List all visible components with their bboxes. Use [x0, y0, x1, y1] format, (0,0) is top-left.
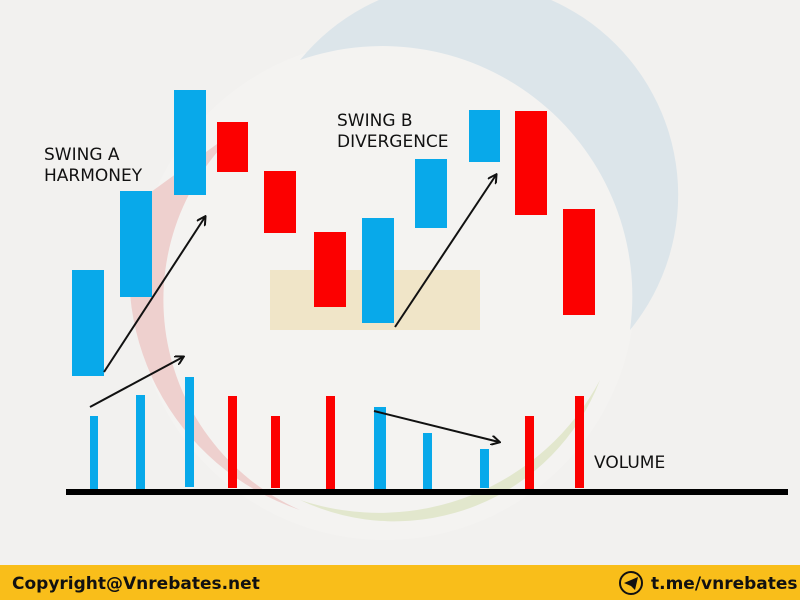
volume-bar — [525, 416, 534, 490]
candle — [217, 122, 248, 172]
arrow — [89, 357, 183, 408]
volume-bar — [136, 395, 145, 490]
volume-bar — [326, 396, 335, 490]
candle — [264, 171, 296, 233]
candle — [362, 218, 394, 323]
candle — [515, 111, 547, 215]
volume-bar — [480, 449, 489, 488]
volume-label: VOLUME — [594, 453, 665, 473]
swing-a-label: SWING A — [44, 145, 120, 165]
swing-b-label: DIVERGENCE — [337, 132, 449, 152]
volume-bar — [423, 433, 432, 490]
volume-bar — [271, 416, 280, 488]
candle — [120, 191, 152, 297]
swing-b-label: SWING B — [337, 111, 413, 131]
volume-bar — [374, 407, 386, 490]
footer — [0, 565, 800, 600]
volume-bar — [575, 396, 584, 488]
baseline — [66, 489, 788, 495]
candle — [415, 159, 447, 228]
footer-link[interactable]: t.me/vnrebates — [651, 574, 798, 594]
candle — [563, 209, 595, 315]
arrow — [103, 217, 205, 373]
volume-bar — [90, 416, 98, 490]
arrow — [394, 175, 496, 328]
telegram-icon — [619, 571, 643, 595]
candle — [72, 270, 104, 376]
swing-a-label: HARMONEY — [44, 166, 143, 186]
volume-bar — [185, 377, 194, 487]
candle — [314, 232, 346, 307]
candle — [174, 90, 206, 195]
volume-bar — [228, 396, 237, 488]
arrow — [373, 410, 499, 442]
candle — [469, 110, 500, 162]
copyright: Copyright@Vnrebates.net — [12, 574, 260, 594]
